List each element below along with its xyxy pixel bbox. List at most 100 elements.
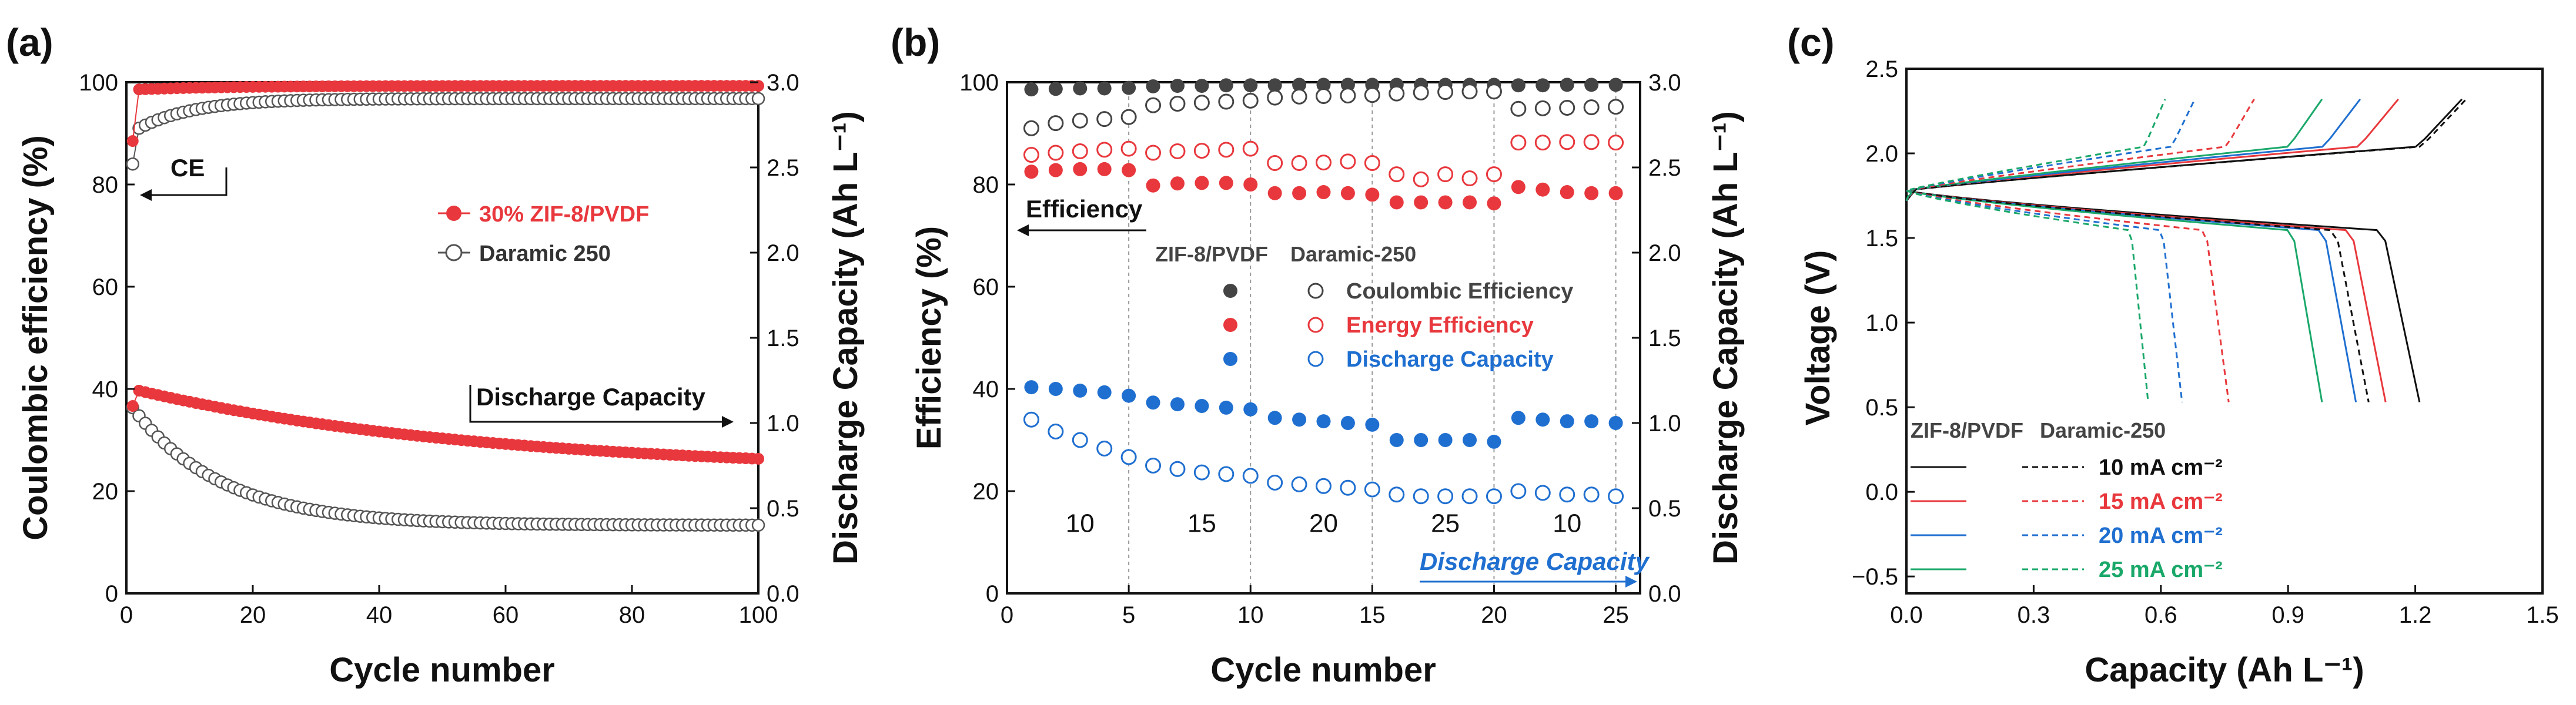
b-series-3-point bbox=[1559, 134, 1575, 150]
b-series-2-point bbox=[1243, 177, 1258, 192]
panel-a-capacity-annotation: Discharge Capacity bbox=[469, 383, 734, 428]
b-series-5-point bbox=[1559, 486, 1575, 503]
x-tick-label: 1.5 bbox=[2526, 602, 2559, 628]
b-series-3-point bbox=[1145, 145, 1162, 161]
y-right-tick-label: 0.0 bbox=[767, 581, 799, 607]
b-series-2-point bbox=[1122, 163, 1136, 177]
b-series-2-point bbox=[1024, 164, 1039, 179]
y-tick-label: 80 bbox=[92, 172, 119, 198]
y-right-tick-label: 3.0 bbox=[767, 70, 799, 96]
x-tick-label: 15 bbox=[1359, 602, 1386, 628]
b-series-0-point bbox=[1195, 79, 1209, 93]
y-tick-label: 40 bbox=[973, 377, 999, 402]
c-series-1-discharge-curve bbox=[1906, 189, 2387, 402]
region-label-3: 25 bbox=[1431, 509, 1460, 538]
b-series-5-point bbox=[1145, 458, 1162, 474]
b-series-3-point bbox=[1389, 166, 1405, 183]
b-series-0-point bbox=[1024, 82, 1039, 97]
b-series-0-point bbox=[1292, 78, 1307, 92]
b-series-3-point bbox=[1608, 135, 1624, 151]
b-series-5-point bbox=[1340, 479, 1356, 496]
b-series-2-point bbox=[1389, 195, 1404, 210]
panel-a-capacity-arrowhead bbox=[722, 416, 734, 428]
b-series-2-point bbox=[1414, 195, 1428, 210]
legend-c-15-label: 15 mA cm⁻² bbox=[2099, 489, 2223, 514]
legend-b-ce-label: Coulombic Efficiency bbox=[1346, 279, 1573, 304]
y-tick-label: 80 bbox=[973, 172, 999, 198]
y-right-tick-label: 2.0 bbox=[1648, 240, 1681, 266]
legend-c-10-label: 10 mA cm⁻² bbox=[2099, 455, 2223, 480]
b-series-1-point bbox=[1461, 83, 1478, 100]
legend-b-ce-filled bbox=[1223, 284, 1237, 298]
b-series-0-point bbox=[1608, 78, 1623, 92]
b-series-1-point bbox=[1437, 84, 1454, 100]
b-series-3-point bbox=[1510, 135, 1527, 151]
b-series-1-point bbox=[1364, 87, 1380, 103]
b-series-5-point bbox=[1193, 464, 1210, 481]
y-right-tick-label: 3.0 bbox=[1648, 70, 1681, 96]
b-series-2-point bbox=[1340, 186, 1355, 200]
b-series-0-point bbox=[1219, 78, 1233, 93]
b-series-3-point bbox=[1364, 155, 1380, 171]
b-series-0-point bbox=[1073, 81, 1088, 96]
y-tick-label: 2.0 bbox=[1865, 141, 1898, 167]
panel-b-label: (b) bbox=[891, 21, 940, 64]
b-series-1-point bbox=[1242, 92, 1259, 109]
b-series-0-point bbox=[1146, 79, 1160, 93]
x-tick-label: 40 bbox=[366, 602, 393, 628]
b-series-5-point bbox=[1608, 488, 1624, 505]
b-series-2-point bbox=[1219, 176, 1233, 190]
b-series-4-point bbox=[1219, 400, 1233, 415]
b-series-2-point bbox=[1584, 186, 1599, 200]
y-tick-label: 0 bbox=[986, 581, 999, 607]
b-series-1-point bbox=[1096, 111, 1113, 127]
b-series-4-point bbox=[1073, 383, 1088, 398]
legend-b-ee-filled bbox=[1223, 318, 1237, 332]
b-series-5-point bbox=[1242, 468, 1259, 484]
b-series-4-point bbox=[1584, 414, 1599, 429]
b-series-5-point bbox=[1316, 478, 1332, 494]
legend-b-dc-open bbox=[1307, 351, 1324, 367]
panel-c-series bbox=[1905, 98, 2467, 402]
b-series-3-point bbox=[1193, 143, 1210, 159]
legend-b-ee-label: Energy Efficiency bbox=[1346, 313, 1534, 338]
panel-a-ylabel-right: Discharge Capacity (Ah L⁻¹) bbox=[827, 111, 865, 565]
b-series-5-point bbox=[1096, 441, 1113, 456]
c-series-7-charge-curve bbox=[1905, 99, 2166, 202]
b-series-3-point bbox=[1096, 142, 1113, 158]
legend-label-daramic: Daramic 250 bbox=[479, 241, 611, 266]
y-tick-label: 40 bbox=[92, 377, 119, 402]
b-series-1-point bbox=[1145, 97, 1162, 113]
b-series-0-point bbox=[1048, 82, 1063, 96]
x-tick-label: 10 bbox=[1237, 602, 1264, 628]
panel-b-ylabel: Efficiency (%) bbox=[910, 226, 948, 449]
panel-c-legend-header-daramic: Daramic-250 bbox=[2040, 418, 2166, 442]
c-series-2-charge-curve bbox=[1905, 98, 2361, 202]
x-tick-label: 0 bbox=[120, 602, 133, 628]
b-series-1-point bbox=[1023, 120, 1039, 136]
y-tick-label: 20 bbox=[973, 479, 999, 505]
b-series-3-point bbox=[1583, 134, 1600, 150]
b-series-1-point bbox=[1486, 83, 1502, 100]
b-series-5-point bbox=[1389, 486, 1405, 503]
y-right-tick-label: 2.5 bbox=[767, 155, 799, 181]
b-series-1-point bbox=[1559, 100, 1575, 116]
b-series-4-point bbox=[1122, 388, 1136, 403]
b-series-5-point bbox=[1291, 476, 1307, 492]
b-series-0-point bbox=[1340, 78, 1355, 92]
b-series-2-point bbox=[1292, 186, 1307, 200]
b-series-2-point bbox=[1487, 196, 1501, 211]
panel-c-ticks: 0.0 0.3 0.6 0.9 1.2 1.5 −0.5 0.0 0.5 1.0 1.5 2.0 2.5 bbox=[1852, 56, 2559, 628]
y-right-tick-label: 1.0 bbox=[767, 411, 799, 437]
c-series-6-discharge-curve bbox=[1906, 189, 2183, 402]
b-series-2-point bbox=[1316, 185, 1331, 200]
b-series-2-point bbox=[1365, 187, 1380, 202]
b-series-3-point bbox=[1437, 166, 1454, 183]
panel-a-legend: 30% ZIF-8/PVDF Daramic 250 bbox=[438, 202, 649, 266]
x-tick-label: 25 bbox=[1603, 602, 1629, 628]
b-series-5-point bbox=[1169, 461, 1186, 477]
panel-b-legend-header-zif: ZIF-8/PVDF bbox=[1155, 242, 1268, 266]
panel-b-capacity-arrowhead bbox=[1625, 576, 1637, 588]
b-series-2-point bbox=[1195, 176, 1209, 190]
